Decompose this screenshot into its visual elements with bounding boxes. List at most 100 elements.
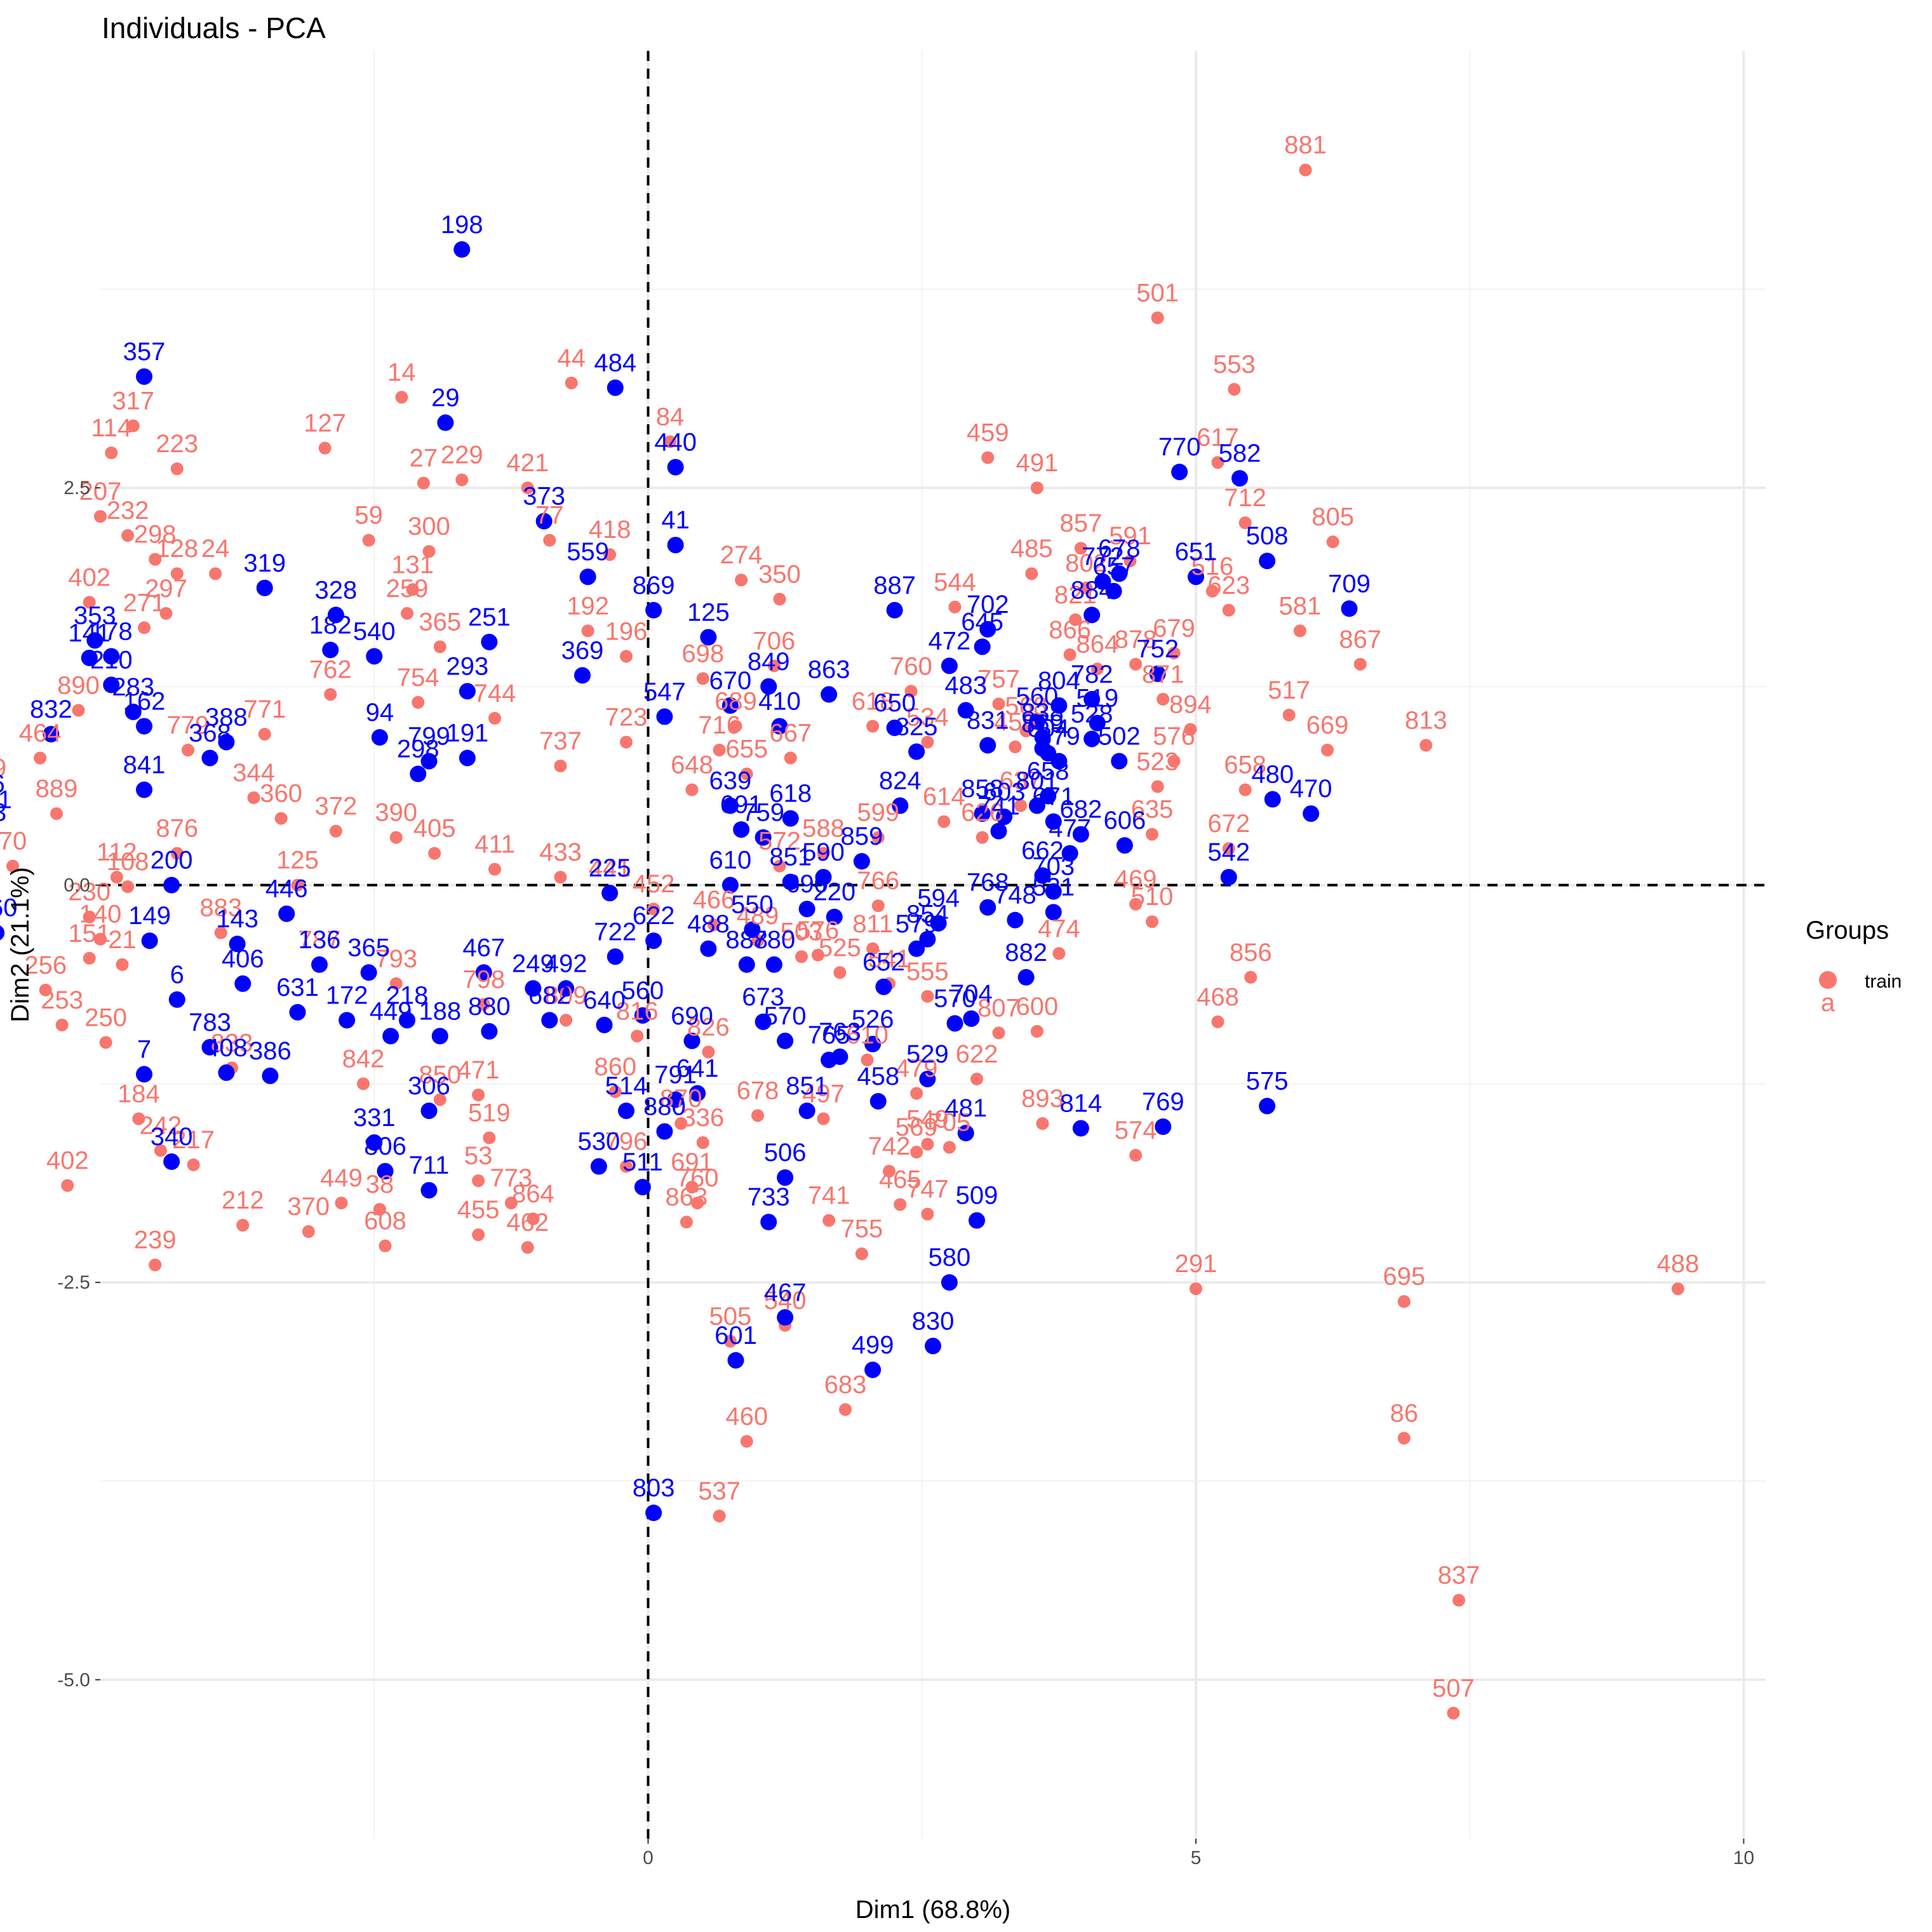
point-highlight (1303, 805, 1320, 822)
point-train (1244, 970, 1258, 984)
point-label-train: 217 (172, 1126, 215, 1154)
point-highlight (1111, 565, 1128, 582)
point-train (751, 934, 764, 948)
point-label-highlight: 369 (561, 636, 604, 664)
point-label-train: 622 (956, 1040, 998, 1068)
point-label-train: 856 (1230, 939, 1272, 967)
point-label-train: 402 (46, 1147, 89, 1175)
point-label-train: 370 (287, 1193, 330, 1221)
point-train (488, 862, 501, 876)
point-label-train: 760 (676, 1164, 719, 1192)
point-label-train: 418 (589, 516, 631, 544)
point-train (921, 989, 934, 1003)
point-highlight (1264, 791, 1281, 808)
point-train (83, 596, 96, 609)
point-label-highlight: 483 (944, 671, 987, 699)
point-label-highlight: 368 (189, 719, 231, 747)
point-train (1090, 662, 1104, 676)
point-label-train: 474 (1038, 915, 1080, 943)
data-labels: 8815011571933171444841271142232722942145… (0, 131, 1699, 1703)
point-label-train: 77 (535, 502, 564, 530)
point-train (34, 751, 47, 765)
y-tick-label: -2.5 (57, 1272, 90, 1293)
point-highlight (634, 1179, 651, 1196)
point-train (1146, 828, 1158, 841)
point-label-highlight: 388 (205, 703, 248, 731)
point-label-train: 433 (539, 838, 582, 866)
point-highlight (601, 885, 619, 902)
point-highlight (919, 930, 936, 948)
point-label-highlight: 386 (249, 1037, 292, 1065)
point-label-highlight: 306 (408, 1072, 450, 1100)
point-label-highlight: 772 (1082, 543, 1124, 571)
point-highlight (656, 1123, 673, 1140)
point-train (921, 1137, 934, 1151)
point-highlight (574, 667, 591, 684)
point-train (324, 688, 337, 701)
point-label-train: 623 (1207, 572, 1250, 600)
point-label-highlight: 838 (1021, 699, 1064, 727)
point-label-train: 860 (594, 1053, 636, 1081)
point-label-highlight: 260 (0, 894, 18, 922)
point-train (691, 1197, 704, 1210)
point-highlight (782, 810, 799, 827)
point-highlight (755, 1013, 772, 1030)
point-highlight (941, 657, 958, 674)
point-label-train: 773 (490, 1164, 533, 1192)
point-label-train: 460 (725, 1402, 768, 1430)
point-label-train: 741 (808, 1182, 850, 1210)
point-label-highlight: 449 (370, 997, 412, 1025)
point-label-train: 350 (758, 560, 801, 588)
point-train (132, 1112, 145, 1125)
point-train (1151, 780, 1164, 793)
point-label-train: 489 (737, 902, 779, 930)
point-highlight (1259, 553, 1276, 570)
point-highlight (525, 980, 542, 997)
point-train (83, 910, 96, 923)
point-highlight (103, 676, 120, 694)
point-label-train: 588 (802, 815, 845, 843)
point-train (970, 1072, 983, 1085)
point-train (182, 743, 194, 756)
point-train (822, 1214, 836, 1227)
point-highlight (755, 829, 772, 846)
point-highlight (1111, 753, 1128, 770)
point-label-highlight: 283 (112, 673, 154, 701)
point-label-highlight: 547 (643, 678, 686, 706)
point-highlight (0, 925, 5, 941)
point-train (631, 1030, 644, 1043)
point-label-highlight: 509 (956, 1182, 998, 1210)
point-highlight (1083, 690, 1101, 708)
point-highlight (869, 1092, 887, 1110)
point-label-train: 857 (1060, 509, 1103, 537)
point-highlight (136, 368, 152, 385)
point-highlight (667, 537, 684, 554)
point-highlight (311, 956, 328, 973)
point-highlight (1149, 665, 1166, 682)
point-train (817, 847, 830, 860)
point-train (910, 1087, 923, 1100)
point-highlight (1083, 607, 1101, 624)
point-highlight (974, 638, 991, 655)
point-label-train: 271 (123, 589, 166, 617)
point-label-highlight: 704 (950, 980, 993, 1008)
point-train (105, 446, 118, 460)
point-label-train: 488 (1657, 1250, 1700, 1278)
y-tick-label: 0.0 (64, 875, 90, 896)
point-label-train: 679 (1153, 614, 1195, 642)
point-train (1146, 915, 1158, 929)
point-label-highlight: 579 (896, 910, 938, 938)
point-label-highlight: 702 (967, 591, 1009, 619)
point-highlight (1034, 867, 1051, 884)
point-label-train: 805 (1311, 503, 1354, 531)
point-train (258, 727, 271, 741)
point-train (187, 1158, 200, 1172)
point-label-train: 534 (906, 703, 949, 731)
point-highlight (201, 749, 218, 767)
point-label-train: 192 (567, 592, 609, 620)
point-label-highlight: 831 (967, 706, 1009, 734)
data-points (0, 163, 1684, 1720)
point-label-train: 230 (68, 878, 111, 906)
point-label-train: 626 (961, 799, 1003, 827)
point-label-train: 802 (1065, 549, 1108, 577)
